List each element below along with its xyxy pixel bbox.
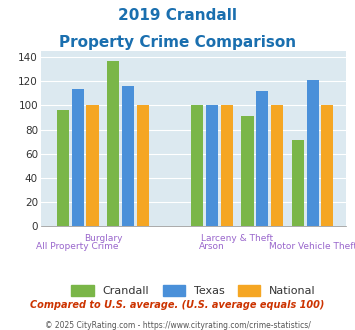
Bar: [221, 105, 233, 226]
Text: Motor Vehicle Theft: Motor Vehicle Theft: [269, 242, 355, 251]
Bar: [321, 105, 333, 226]
Bar: [271, 105, 283, 226]
Bar: [241, 116, 253, 226]
Text: Larceny & Theft: Larceny & Theft: [201, 235, 273, 244]
Text: 2019 Crandall: 2019 Crandall: [118, 8, 237, 23]
Text: © 2025 CityRating.com - https://www.cityrating.com/crime-statistics/: © 2025 CityRating.com - https://www.city…: [45, 321, 310, 330]
Bar: [87, 105, 99, 226]
Text: Property Crime Comparison: Property Crime Comparison: [59, 35, 296, 50]
Bar: [306, 80, 319, 226]
Bar: [107, 61, 119, 226]
Text: Compared to U.S. average. (U.S. average equals 100): Compared to U.S. average. (U.S. average …: [30, 300, 325, 310]
Bar: [256, 91, 268, 226]
Text: Arson: Arson: [199, 242, 225, 251]
Text: Burglary: Burglary: [84, 235, 122, 244]
Bar: [72, 88, 84, 226]
Bar: [57, 110, 69, 226]
Bar: [206, 105, 218, 226]
Bar: [137, 105, 149, 226]
Bar: [122, 86, 134, 226]
Bar: [292, 140, 304, 226]
Text: All Property Crime: All Property Crime: [37, 242, 119, 251]
Bar: [191, 105, 203, 226]
Legend: Crandall, Texas, National: Crandall, Texas, National: [67, 280, 320, 301]
